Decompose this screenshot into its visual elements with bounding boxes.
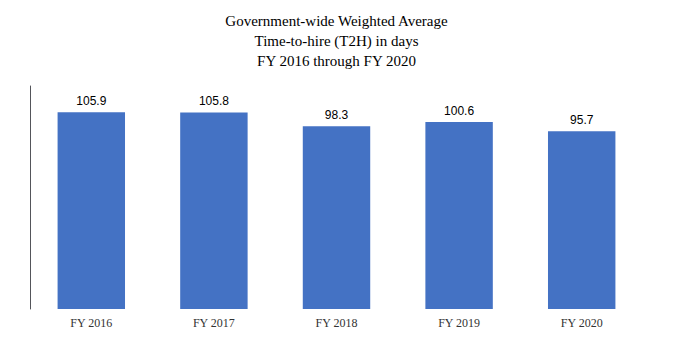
svg-text:100.6: 100.6 — [444, 104, 474, 118]
svg-text:FY 2020: FY 2020 — [561, 316, 603, 330]
svg-text:Time-to-hire (T2H) in days: Time-to-hire (T2H) in days — [254, 33, 418, 50]
svg-text:105.9: 105.9 — [76, 94, 106, 108]
svg-text:98.3: 98.3 — [325, 108, 349, 122]
svg-text:FY 2018: FY 2018 — [316, 316, 358, 330]
svg-text:Government-wide Weighted Avera: Government-wide Weighted Average — [225, 13, 448, 29]
svg-text:FY 2016: FY 2016 — [70, 316, 112, 330]
svg-text:105.8: 105.8 — [199, 94, 229, 108]
svg-text:FY 2017: FY 2017 — [193, 316, 235, 330]
svg-text:FY 2019: FY 2019 — [438, 316, 480, 330]
svg-text:95.7: 95.7 — [570, 113, 594, 127]
svg-text:FY 2016 through FY 2020: FY 2016 through FY 2020 — [257, 53, 416, 69]
